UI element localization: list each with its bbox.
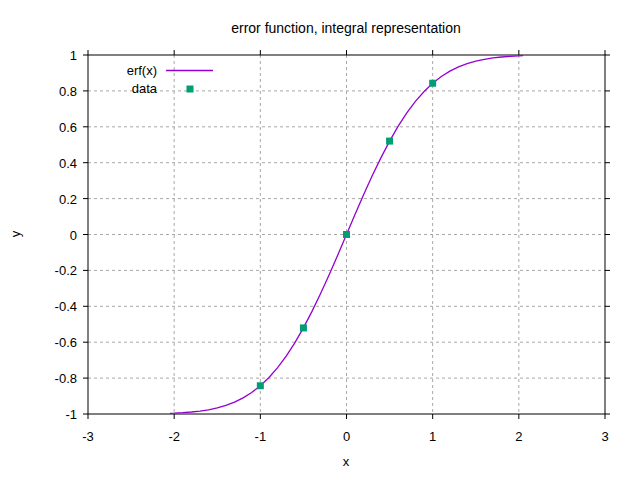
data-point-marker — [386, 138, 393, 145]
x-tick-label: -2 — [168, 429, 180, 444]
data-point-marker — [257, 382, 264, 389]
chart-title: error function, integral representation — [231, 20, 461, 36]
data-point-marker — [300, 324, 307, 331]
y-tick-label: -0.4 — [55, 299, 77, 314]
data-point-marker — [343, 231, 350, 238]
gnuplot-canvas: -3 -2 -1 0 1 2 3 1 0.8 0.6 0.4 0.2 0 -0.2 -0.4 -0.6 -0.… — [0, 0, 640, 480]
chart-background — [0, 0, 640, 480]
y-tick-label: 1 — [70, 48, 77, 63]
y-tick-label: -0.6 — [55, 335, 77, 350]
x-tick-label: 0 — [343, 429, 350, 444]
y-axis-label: y — [8, 230, 23, 237]
x-tick-label: 2 — [515, 429, 522, 444]
x-tick-label: 1 — [429, 429, 436, 444]
legend-data-marker-sample — [187, 86, 194, 93]
erf-chart: -3 -2 -1 0 1 2 3 1 0.8 0.6 0.4 0.2 0 -0.2 -0.4 -0.6 -0.… — [0, 0, 640, 480]
x-axis-label: x — [343, 454, 350, 469]
legend-erf-label: erf(x) — [127, 63, 157, 78]
y-tick-label: -0.2 — [55, 263, 77, 278]
y-tick-label: 0.8 — [59, 84, 77, 99]
y-tick-label: 0.6 — [59, 120, 77, 135]
y-tick-label: -0.8 — [55, 371, 77, 386]
y-tick-label: 0.4 — [59, 156, 77, 171]
legend-data-label: data — [132, 81, 158, 96]
data-point-marker — [429, 80, 436, 87]
y-tick-label: 0.2 — [59, 192, 77, 207]
x-tick-label: -1 — [255, 429, 267, 444]
y-tick-label: 0 — [70, 228, 77, 243]
x-tick-label: 3 — [601, 429, 608, 444]
y-tick-label: -1 — [65, 407, 77, 422]
x-tick-label: -3 — [82, 429, 94, 444]
